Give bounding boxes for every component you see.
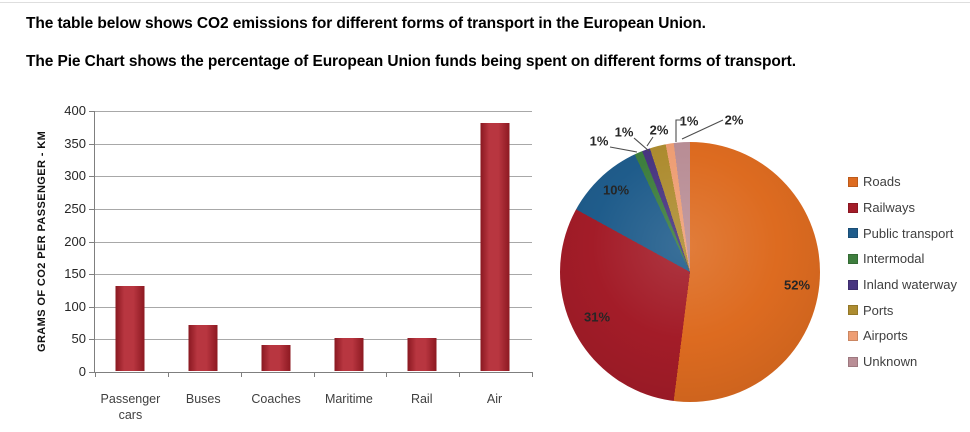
pie-label-airports: 1% xyxy=(679,113,699,129)
legend-swatch-intermodal xyxy=(848,253,858,264)
x-axis-tick-mark xyxy=(95,372,96,377)
title-line-2: The Pie Chart shows the percentage of Eu… xyxy=(26,53,796,70)
gridline-350 xyxy=(95,143,532,145)
gridline-150 xyxy=(95,274,532,276)
y-tick-label-50: 50 xyxy=(71,331,86,347)
pie-label-railways: 31% xyxy=(583,309,611,325)
pie-label-inland-waterway: 1% xyxy=(614,124,634,140)
bar-chart-bars xyxy=(94,111,531,372)
gridline-100 xyxy=(95,306,532,308)
legend-swatch-railways xyxy=(848,202,858,213)
y-tick-label-0: 0 xyxy=(78,364,86,379)
y-axis-tick-mark xyxy=(89,274,95,276)
legend-swatch-inland-waterway xyxy=(848,279,858,290)
legend-label-ports: Ports xyxy=(863,302,894,318)
y-tick-label-150: 150 xyxy=(64,266,86,282)
bar-slot-maritime xyxy=(312,111,385,372)
legend-item-inland-waterway: Inland waterway xyxy=(848,272,957,298)
y-tick-label-400: 400 xyxy=(64,103,86,118)
legend-label-public-transport: Public transport xyxy=(863,225,954,241)
bar-coaches xyxy=(261,345,291,371)
title-line-1: The table below shows CO2 emissions for … xyxy=(26,15,706,32)
bar-buses xyxy=(188,325,218,371)
pie-circle xyxy=(560,142,820,402)
category-label-text: Coaches xyxy=(251,392,301,406)
legend-swatch-unknown xyxy=(848,356,858,367)
x-axis-tick-mark xyxy=(459,372,461,377)
legend-swatch-airports xyxy=(848,330,858,341)
pie-legend: Roads Railways Public transport Intermodal I… xyxy=(848,169,957,375)
category-label-air: Air xyxy=(458,391,531,423)
y-tick-label-250: 250 xyxy=(64,200,86,216)
gridline-200 xyxy=(95,241,532,243)
y-axis-tick-mark xyxy=(89,208,95,210)
y-axis-tick-mark xyxy=(89,143,95,145)
category-label-coaches: Coaches xyxy=(240,391,313,423)
x-axis-tick-mark xyxy=(532,372,533,377)
y-tick-label-300: 300 xyxy=(64,168,86,184)
y-axis-tick-mark xyxy=(89,372,95,373)
bar-slot-coaches xyxy=(240,111,313,372)
category-label-passenger-cars: Passenger cars xyxy=(94,391,167,423)
y-axis-tick-mark xyxy=(89,241,95,243)
legend-item-public-transport: Public transport xyxy=(848,220,957,246)
category-label-text: Air xyxy=(486,392,503,406)
bar-air xyxy=(480,123,510,371)
bar-chart-category-labels: Passenger cars Buses Coaches Maritime Rail Ai… xyxy=(94,391,531,423)
bar-slot-air xyxy=(458,111,531,372)
y-axis-tick-mark xyxy=(89,306,95,308)
legend-label-unknown: Unknown xyxy=(863,354,918,370)
y-tick-label-100: 100 xyxy=(64,298,86,314)
y-axis-tick-mark xyxy=(89,176,95,178)
legend-label-intermodal: Intermodal xyxy=(863,251,925,267)
legend-item-roads: Roads xyxy=(848,169,957,195)
category-label-text: Passenger cars xyxy=(100,392,161,422)
category-label-rail: Rail xyxy=(385,391,458,423)
gridline-50 xyxy=(95,339,532,341)
legend-swatch-roads xyxy=(848,176,858,187)
pie-label-intermodal: 1% xyxy=(589,133,609,149)
bar-maritime xyxy=(334,338,364,371)
pie-label-ports: 2% xyxy=(649,122,669,138)
x-axis-tick-mark xyxy=(386,372,388,377)
bar-passenger-cars xyxy=(115,286,145,371)
gridline-400 xyxy=(95,111,532,112)
pie-label-roads: 52% xyxy=(783,277,811,293)
x-axis-tick-mark xyxy=(167,372,169,377)
legend-label-airports: Airports xyxy=(863,328,908,344)
x-axis-tick-mark xyxy=(313,372,315,377)
bar-slot-buses xyxy=(167,111,240,372)
legend-item-ports: Ports xyxy=(848,297,957,323)
bar-chart-plot-area xyxy=(89,111,533,377)
pie-label-public-transport: 10% xyxy=(602,182,630,198)
y-axis-tick-mark xyxy=(89,111,95,112)
bar-slot-passenger-cars xyxy=(94,111,167,372)
y-axis-tick-mark xyxy=(89,339,95,341)
gridline-250 xyxy=(95,208,532,210)
y-tick-label-200: 200 xyxy=(64,233,86,249)
legend-label-railways: Railways xyxy=(863,200,916,216)
legend-item-railways: Railways xyxy=(848,195,957,221)
y-tick-label-350: 350 xyxy=(64,135,86,151)
category-label-text: Rail xyxy=(410,392,433,406)
bar-slot-rail xyxy=(385,111,458,372)
legend-swatch-public-transport xyxy=(848,228,858,239)
x-axis-tick-mark xyxy=(240,372,242,377)
legend-item-intermodal: Intermodal xyxy=(848,246,957,272)
legend-item-airports: Airports xyxy=(848,323,957,349)
gridline-300 xyxy=(95,176,532,178)
category-label-maritime: Maritime xyxy=(312,391,385,423)
legend-swatch-ports xyxy=(848,305,858,316)
category-label-text: Maritime xyxy=(324,392,373,406)
category-label-text: Buses xyxy=(185,392,221,406)
legend-label-inland-waterway: Inland waterway xyxy=(863,277,957,293)
legend-label-roads: Roads xyxy=(863,174,901,190)
pie-label-unknown: 2% xyxy=(724,112,744,128)
category-label-buses: Buses xyxy=(167,391,240,423)
bar-rail xyxy=(407,338,437,371)
legend-item-unknown: Unknown xyxy=(848,349,957,375)
top-divider-line xyxy=(0,2,970,3)
